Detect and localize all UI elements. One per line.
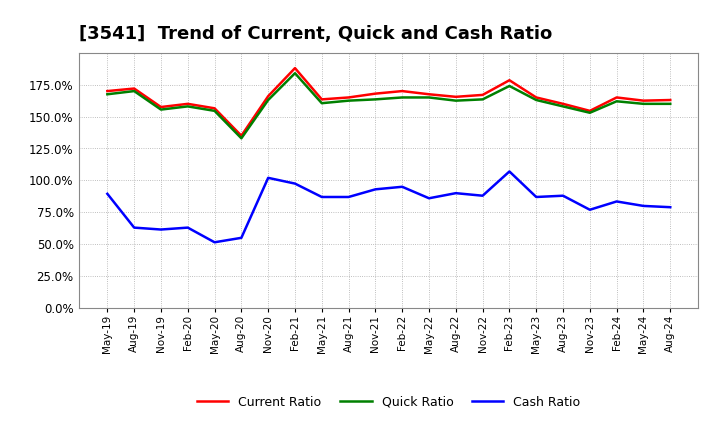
Current Ratio [103, 88, 112, 94]
Quick Ratio [425, 95, 433, 100]
Cash Ratio [318, 194, 326, 200]
Line: Cash Ratio: Cash Ratio [107, 172, 670, 242]
Current Ratio [157, 104, 166, 110]
Cash Ratio [210, 240, 219, 245]
Cash Ratio [264, 175, 272, 180]
Current Ratio [291, 66, 300, 71]
Quick Ratio [398, 95, 407, 100]
Current Ratio [130, 86, 138, 91]
Cash Ratio [478, 193, 487, 198]
Current Ratio [666, 97, 675, 103]
Current Ratio [532, 95, 541, 100]
Quick Ratio [184, 104, 192, 109]
Quick Ratio [451, 98, 460, 103]
Current Ratio [425, 92, 433, 97]
Quick Ratio [505, 83, 514, 88]
Cash Ratio [157, 227, 166, 232]
Cash Ratio [291, 181, 300, 186]
Current Ratio [505, 77, 514, 83]
Cash Ratio [532, 194, 541, 200]
Current Ratio [478, 92, 487, 98]
Quick Ratio [264, 97, 272, 103]
Current Ratio [559, 101, 567, 106]
Legend: Current Ratio, Quick Ratio, Cash Ratio: Current Ratio, Quick Ratio, Cash Ratio [192, 391, 585, 414]
Cash Ratio [639, 203, 648, 209]
Quick Ratio [237, 136, 246, 141]
Quick Ratio [371, 97, 379, 102]
Cash Ratio [612, 199, 621, 204]
Current Ratio [237, 133, 246, 138]
Quick Ratio [559, 104, 567, 109]
Quick Ratio [585, 110, 594, 115]
Cash Ratio [398, 184, 407, 189]
Line: Current Ratio: Current Ratio [107, 68, 670, 136]
Current Ratio [639, 98, 648, 103]
Cash Ratio [103, 191, 112, 196]
Quick Ratio [612, 99, 621, 104]
Cash Ratio [130, 225, 138, 230]
Text: [3541]  Trend of Current, Quick and Cash Ratio: [3541] Trend of Current, Quick and Cash … [79, 25, 552, 43]
Line: Quick Ratio: Quick Ratio [107, 73, 670, 138]
Cash Ratio [505, 169, 514, 174]
Cash Ratio [237, 235, 246, 240]
Quick Ratio [532, 97, 541, 103]
Quick Ratio [103, 92, 112, 97]
Quick Ratio [344, 98, 353, 103]
Cash Ratio [344, 194, 353, 200]
Quick Ratio [639, 101, 648, 106]
Cash Ratio [666, 205, 675, 210]
Cash Ratio [585, 207, 594, 213]
Quick Ratio [291, 70, 300, 76]
Current Ratio [451, 94, 460, 99]
Current Ratio [585, 108, 594, 114]
Current Ratio [612, 95, 621, 100]
Quick Ratio [318, 101, 326, 106]
Cash Ratio [451, 191, 460, 196]
Quick Ratio [130, 88, 138, 94]
Cash Ratio [371, 187, 379, 192]
Current Ratio [210, 106, 219, 111]
Quick Ratio [478, 97, 487, 102]
Current Ratio [184, 101, 192, 106]
Current Ratio [398, 88, 407, 94]
Current Ratio [344, 95, 353, 100]
Current Ratio [264, 94, 272, 99]
Quick Ratio [157, 107, 166, 112]
Cash Ratio [559, 193, 567, 198]
Current Ratio [318, 97, 326, 102]
Quick Ratio [210, 108, 219, 114]
Cash Ratio [184, 225, 192, 230]
Cash Ratio [425, 196, 433, 201]
Current Ratio [371, 91, 379, 96]
Quick Ratio [666, 101, 675, 106]
